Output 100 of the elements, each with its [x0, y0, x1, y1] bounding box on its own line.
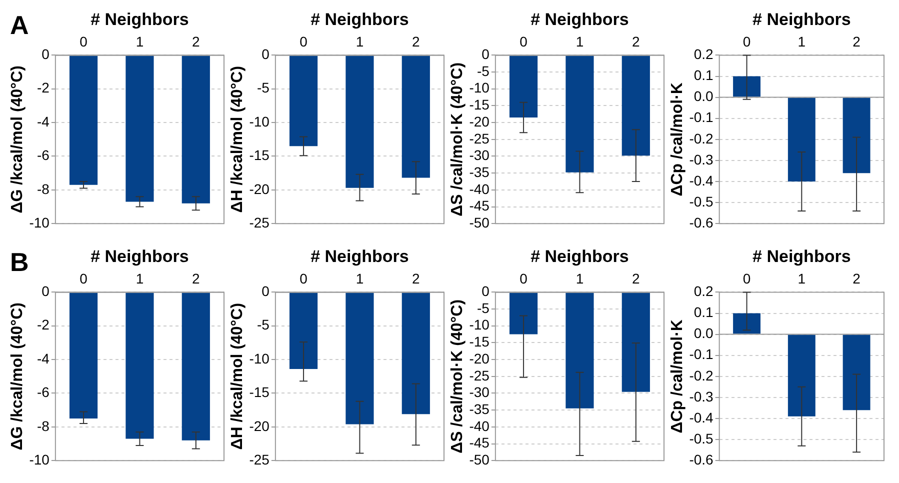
- y-tick-label: -10: [29, 451, 50, 468]
- x-tick-label: 2: [192, 270, 200, 287]
- y-tick-label: -15: [469, 96, 490, 113]
- x-tick-label: 0: [520, 270, 528, 287]
- x-tick-label: 2: [632, 270, 640, 287]
- y-axis-title: ΔS /cal/mol·K (40°C): [449, 62, 466, 216]
- y-tick-label: 0: [262, 46, 270, 62]
- y-tick-label: 0: [262, 283, 270, 300]
- y-tick-label: 0: [42, 283, 50, 300]
- y-tick-label: -8: [36, 180, 50, 197]
- x-tick-label: 1: [136, 270, 144, 287]
- y-tick-label: -40: [469, 418, 490, 434]
- y-tick-label: -45: [469, 434, 490, 451]
- x-tick-label: 0: [300, 270, 308, 287]
- y-tick-label: 0.0: [694, 325, 714, 342]
- y-tick-label: -30: [469, 384, 490, 400]
- x-tick-label: 0: [742, 34, 751, 50]
- x-tick-label: 2: [412, 270, 420, 287]
- y-tick-label: -25: [469, 130, 490, 146]
- x-tick-label: 1: [356, 270, 364, 287]
- y-tick-label: -25: [249, 451, 270, 468]
- y-tick-label: -20: [469, 113, 490, 130]
- x-tick-label: 0: [300, 34, 308, 50]
- text: B: [10, 247, 29, 278]
- y-tick-label: -8: [36, 418, 50, 434]
- y-tick-label: -0.2: [689, 367, 714, 384]
- y-tick-label: -10: [29, 214, 50, 230]
- y-tick-label: 0: [482, 46, 490, 62]
- y-axis-title: ΔCp /cal/mol·K: [669, 319, 686, 434]
- y-tick-label: -50: [469, 214, 490, 230]
- x-tick-label: 0: [80, 270, 88, 287]
- y-tick-label: -45: [469, 198, 490, 214]
- x-axis-title: # Neighbors: [752, 246, 851, 266]
- y-tick-label: -10: [469, 80, 490, 96]
- y-tick-label: -35: [469, 400, 490, 417]
- y-axis-title: ΔG /kcal/mol (40°C): [9, 302, 26, 450]
- y-tick-label: -0.6: [689, 451, 714, 468]
- y-tick-label: -0.3: [689, 388, 714, 404]
- y-tick-label: -2: [36, 80, 50, 96]
- x-tick-label: 1: [576, 270, 584, 287]
- x-axis-title: # Neighbors: [310, 246, 409, 266]
- x-tick-label: 0: [520, 34, 528, 50]
- y-tick-label: 0.1: [694, 67, 714, 84]
- x-axis-title: # Neighbors: [530, 246, 629, 266]
- x-axis-title: # Neighbors: [90, 10, 189, 29]
- x-tick-label: 1: [576, 34, 584, 50]
- x-tick-label: 0: [742, 270, 751, 287]
- y-tick-label: -35: [469, 164, 490, 180]
- x-tick-label: 1: [798, 34, 806, 50]
- y-tick-label: 0.0: [694, 88, 714, 104]
- y-tick-label: 0.2: [694, 283, 714, 300]
- y-tick-label: -50: [469, 451, 490, 468]
- y-tick-label: -15: [249, 384, 270, 400]
- y-tick-label: -30: [469, 147, 490, 164]
- x-tick-label: 2: [412, 34, 420, 50]
- y-axis-title: ΔH /kcal/mol (40°C): [229, 66, 246, 213]
- x-axis-title: # Neighbors: [752, 10, 851, 29]
- y-tick-label: -25: [469, 367, 490, 384]
- x-tick-label: 1: [798, 270, 806, 287]
- y-tick-label: -0.4: [689, 172, 714, 188]
- y-axis-title: ΔS /cal/mol·K (40°C): [449, 299, 466, 454]
- y-tick-label: 0: [42, 46, 50, 62]
- x-tick-label: 1: [136, 34, 144, 50]
- y-tick-label: -6: [36, 384, 50, 400]
- y-tick-label: -5: [476, 300, 490, 316]
- y-axis-title: ΔCp /cal/mol·K: [669, 82, 686, 196]
- y-tick-label: -4: [36, 350, 50, 366]
- y-tick-label: -20: [249, 180, 270, 197]
- x-tick-label: 2: [852, 34, 861, 50]
- y-tick-label: -10: [249, 350, 270, 366]
- x-axis-title: # Neighbors: [90, 246, 189, 266]
- y-tick-label: -15: [249, 147, 270, 164]
- x-tick-label: 2: [192, 34, 200, 50]
- y-tick-label: -4: [36, 113, 50, 130]
- y-tick-label: 0.1: [694, 304, 714, 320]
- y-axis-title: ΔH /kcal/mol (40°C): [229, 302, 246, 450]
- y-tick-label: -0.1: [689, 346, 714, 362]
- y-tick-label: -15: [469, 334, 490, 350]
- x-axis-title: # Neighbors: [530, 10, 629, 29]
- y-axis-title: ΔG /kcal/mol (40°C): [9, 66, 26, 214]
- y-tick-label: -0.5: [689, 193, 714, 210]
- x-tick-label: 0: [80, 34, 88, 50]
- text: A: [10, 10, 29, 41]
- y-tick-label: -0.4: [689, 409, 714, 426]
- y-tick-label: -20: [469, 350, 490, 366]
- x-tick-label: 1: [356, 34, 364, 50]
- x-axis-title: # Neighbors: [310, 10, 409, 29]
- y-tick-label: -0.3: [689, 151, 714, 168]
- y-tick-label: -0.6: [689, 214, 714, 230]
- y-tick-label: -6: [36, 147, 50, 164]
- x-tick-label: 2: [852, 270, 861, 287]
- y-tick-label: -5: [256, 80, 270, 96]
- y-tick-label: 0: [482, 283, 490, 300]
- y-tick-label: -40: [469, 180, 490, 197]
- y-tick-label: -0.5: [689, 430, 714, 446]
- y-tick-label: -10: [249, 113, 270, 130]
- y-tick-label: -5: [476, 62, 490, 79]
- y-tick-label: -0.2: [689, 130, 714, 146]
- y-tick-label: -10: [469, 316, 490, 333]
- y-tick-label: -5: [256, 316, 270, 333]
